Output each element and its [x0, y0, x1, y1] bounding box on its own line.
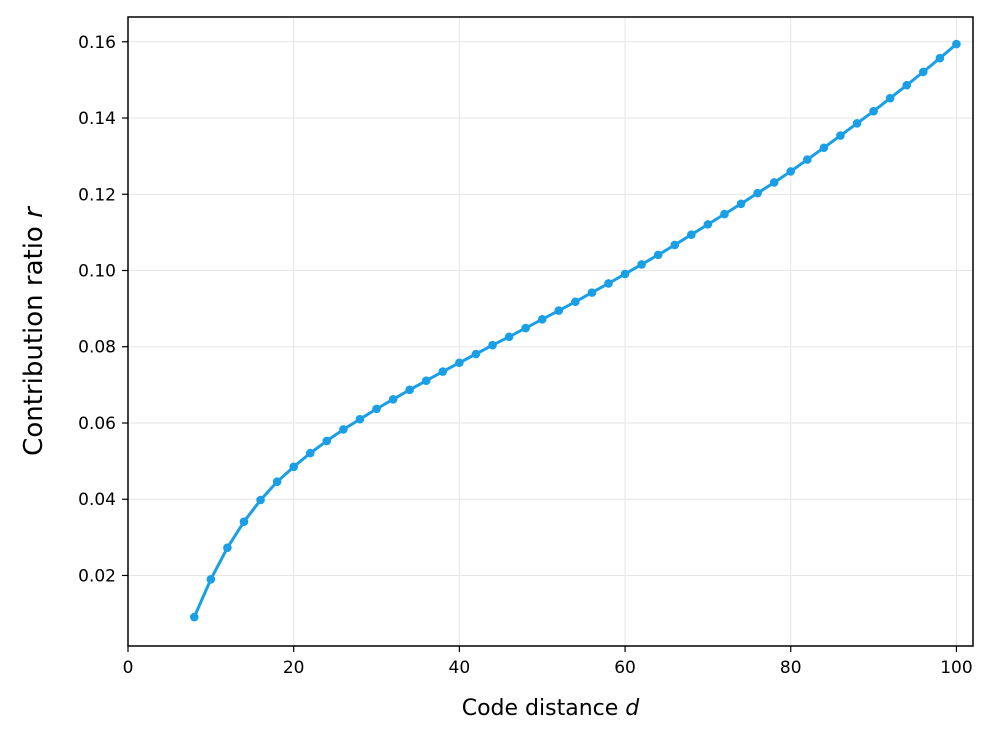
x-tick-label: 100: [940, 658, 972, 678]
data-point: [322, 436, 332, 446]
data-point: [239, 517, 249, 527]
data-point: [339, 425, 348, 434]
data-point: [189, 612, 199, 622]
y-tick-label: 0.06: [78, 414, 116, 434]
data-point: [869, 106, 878, 116]
data-point: [355, 414, 365, 424]
data-point: [289, 462, 298, 472]
data-point: [438, 367, 448, 376]
y-tick-label: 0.14: [78, 109, 116, 129]
data-point: [786, 167, 796, 176]
y-axis-label-variable: r: [19, 205, 49, 218]
data-point: [372, 404, 381, 414]
grid: [127, 17, 973, 646]
x-tick-label: 60: [614, 658, 636, 678]
plot-frame: [127, 16, 974, 647]
data-point: [521, 323, 530, 333]
data-point: [918, 67, 928, 77]
y-axis-label: Contribution ratio r: [19, 205, 49, 456]
data-point: [504, 332, 514, 342]
data-point: [836, 131, 845, 140]
data-point: [471, 349, 481, 359]
x-axis-label-text: Code distance: [462, 696, 619, 721]
series-layer: [189, 39, 961, 622]
data-point: [769, 178, 779, 187]
y-tick-label: 0.02: [78, 566, 116, 586]
data-point: [421, 376, 431, 385]
data-point: [720, 209, 729, 219]
data-point: [935, 53, 945, 63]
data-point: [604, 279, 613, 288]
y-axis-ticks: 0.02 0.04 0.06 0.08 0.10 0.12 0.14 0.16: [78, 33, 128, 586]
data-point: [670, 240, 680, 250]
data-point: [537, 315, 547, 324]
data-point: [703, 220, 713, 229]
data-point: [803, 155, 812, 164]
x-tick-label: 0: [123, 658, 134, 678]
data-point: [852, 119, 862, 128]
x-axis-label: Code distance d: [462, 696, 641, 721]
data-point: [206, 574, 216, 584]
series-line: [192, 42, 958, 619]
x-tick-label: 40: [449, 658, 471, 678]
data-point: [272, 477, 282, 486]
y-axis-label-text: Contribution ratio: [19, 226, 49, 456]
x-axis-label-variable: d: [625, 696, 640, 721]
x-axis-ticks: 0 20 40 60 80 100: [123, 646, 973, 678]
y-tick-label: 0.10: [78, 262, 116, 282]
data-point: [388, 395, 398, 404]
data-point: [571, 297, 580, 307]
x-tick-label: 80: [780, 658, 802, 678]
data-point: [620, 269, 630, 279]
data-point: [554, 306, 564, 315]
data-point: [687, 230, 696, 239]
data-point: [637, 260, 646, 269]
y-tick-label: 0.08: [78, 338, 116, 358]
y-tick-label: 0.04: [78, 490, 116, 510]
data-point: [488, 340, 497, 350]
data-point: [455, 358, 464, 368]
data-point: [256, 495, 265, 505]
data-point: [819, 143, 829, 153]
data-point: [736, 199, 746, 209]
data-point: [952, 39, 961, 49]
data-point: [305, 448, 315, 458]
y-tick-label: 0.12: [78, 185, 116, 205]
x-tick-label: 20: [283, 658, 305, 678]
data-point: [653, 250, 663, 260]
data-point: [587, 288, 597, 297]
data-point: [902, 80, 912, 90]
data-point: [223, 543, 232, 552]
data-point: [405, 385, 414, 395]
data-point: [753, 188, 762, 198]
data-point: [885, 93, 895, 103]
y-tick-label: 0.16: [78, 33, 116, 53]
